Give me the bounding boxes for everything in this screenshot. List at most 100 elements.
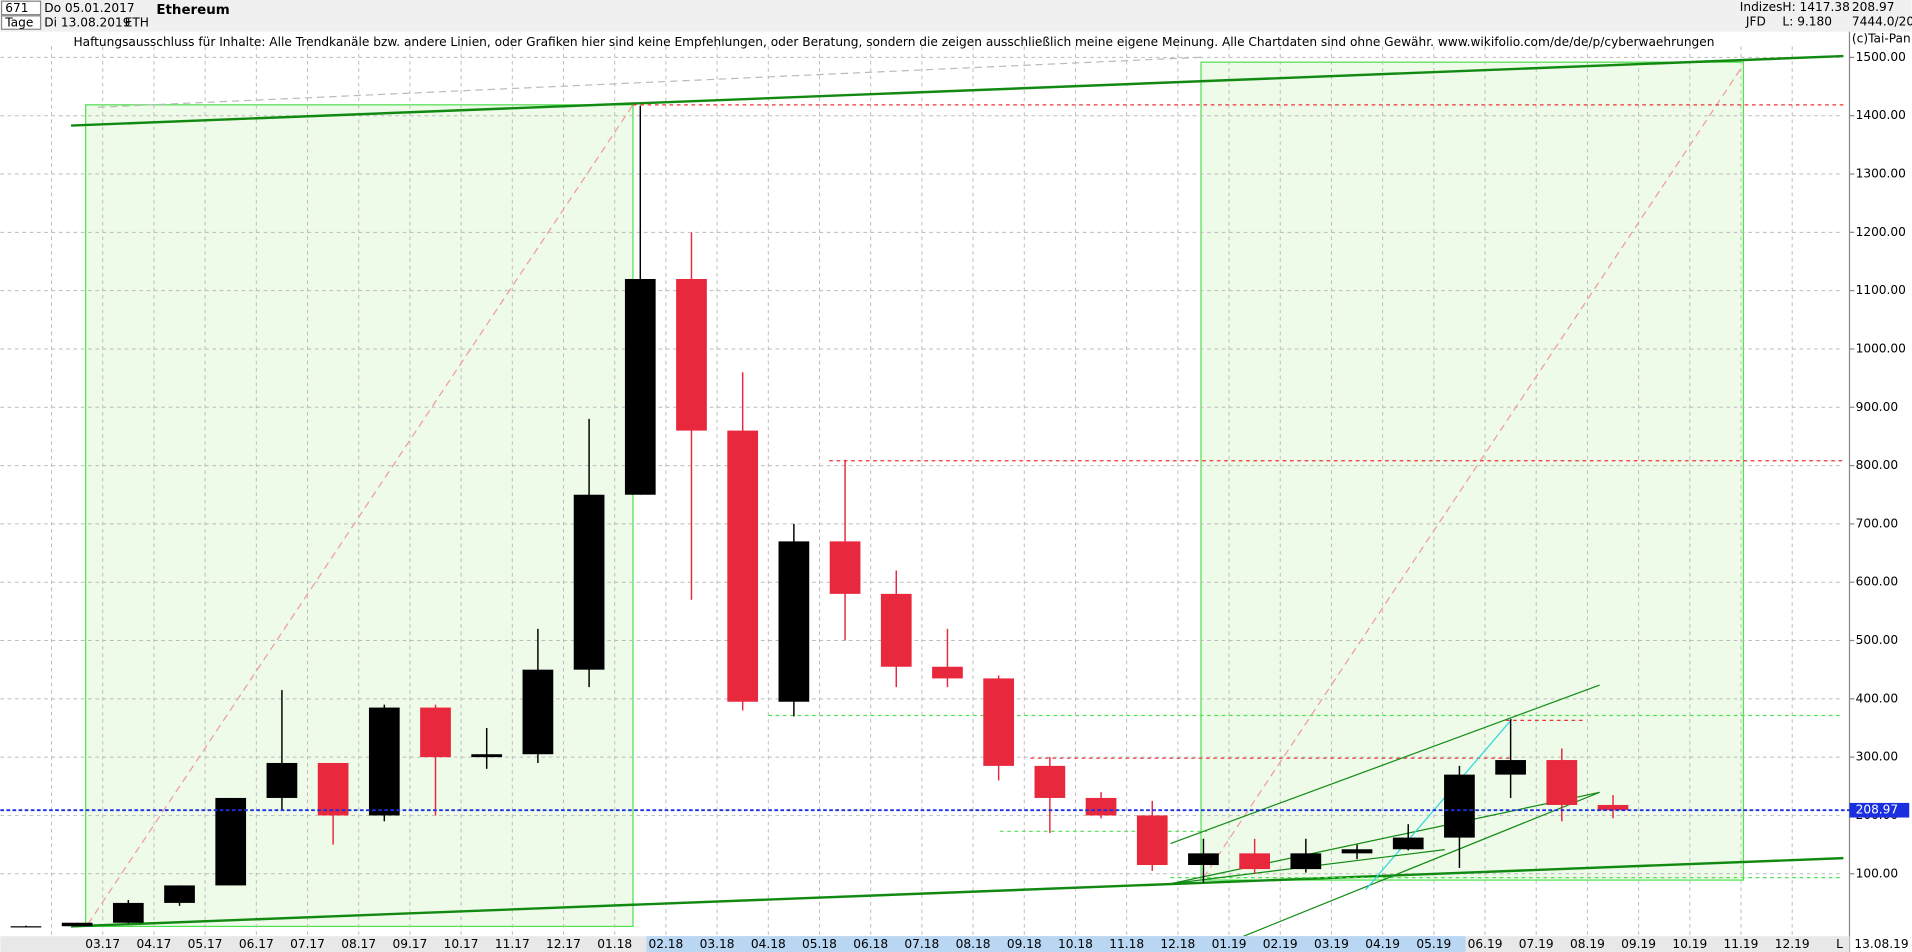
count-box[interactable]: [0, 0, 42, 16]
symbol: ETH: [125, 16, 149, 30]
y-tick-label: 300.00: [1856, 750, 1899, 764]
candle-body: [266, 762, 298, 798]
range-box: [1200, 61, 1745, 881]
y-tick-label: 1000.00: [1856, 341, 1906, 355]
x-tick-label: 07.18: [904, 937, 939, 951]
x-tick-label: 06.17: [239, 937, 274, 951]
channel-line: [1243, 791, 1600, 937]
candle-body: [932, 666, 963, 679]
candle-body: [1495, 760, 1526, 775]
y-tick-label: 600.00: [1856, 575, 1899, 589]
candle-body: [727, 430, 759, 702]
x-tick-label: 02.18: [648, 937, 683, 951]
x-tick-label: 08.18: [956, 937, 991, 951]
x-tick-label: 11.17: [495, 937, 530, 951]
x-tick-label: 04.18: [751, 937, 786, 951]
candle-body: [1239, 853, 1271, 870]
period: Tage: [4, 16, 33, 30]
last-date: 13.08.19: [1854, 937, 1908, 951]
x-tick-label: 11.19: [1724, 937, 1759, 951]
period-box[interactable]: [0, 15, 42, 30]
candle-body: [420, 707, 451, 758]
x-tick-label: 09.19: [1621, 937, 1656, 951]
index-label: Indizes: [1740, 0, 1783, 14]
last-price: 208.97: [1852, 0, 1895, 14]
y-tick-label: 1200.00: [1856, 225, 1906, 239]
low: L: 9.180: [1782, 14, 1832, 28]
last-price-box: [1849, 802, 1910, 818]
y-tick-label: 700.00: [1856, 516, 1899, 530]
x-axis-selection[interactable]: [646, 936, 1466, 952]
candle-body: [1188, 853, 1219, 866]
x-tick-label: 02.19: [1263, 937, 1298, 951]
candle-body: [164, 885, 195, 903]
candle-body: [1597, 804, 1629, 811]
channel-line: [1170, 684, 1600, 845]
x-tick-label: 10.17: [444, 937, 479, 951]
x-axis: 03.17 04.17 05.17 06.17 07.17 08.17 09.17 10.17…: [85, 937, 1809, 951]
x-tick-label: 01.19: [1212, 937, 1247, 951]
y-tick-label: 400.00: [1856, 691, 1899, 705]
trend-line: [87, 104, 634, 925]
x-tick-label: 07.19: [1519, 937, 1554, 951]
x-tick-label: 04.17: [137, 937, 172, 951]
x-tick-label: 11.18: [1109, 937, 1144, 951]
candle-body: [1392, 837, 1424, 850]
candle-body: [1136, 815, 1168, 866]
candle-body: [10, 926, 42, 928]
candle-body: [368, 707, 400, 816]
trend-line: [1202, 64, 1744, 878]
candle-body: [778, 541, 810, 702]
x-tick-label: 08.17: [341, 937, 376, 951]
candle-body: [61, 922, 93, 927]
x-tick-label: 05.18: [802, 937, 837, 951]
x-tick-label: 03.17: [85, 937, 120, 951]
candle-body: [471, 754, 503, 758]
x-tick-label: 04.19: [1365, 937, 1400, 951]
y-tick-label: 1500.00: [1856, 50, 1906, 64]
count: 671: [5, 1, 28, 15]
x-tick-label: 09.17: [392, 937, 427, 951]
x-tick-label: 03.19: [1314, 937, 1349, 951]
header-bar: [0, 0, 1912, 32]
x-tick-label: 12.19: [1775, 937, 1810, 951]
candle-body: [624, 278, 656, 495]
scale-mode: L: [1836, 937, 1843, 951]
candle-body: [1444, 774, 1475, 838]
x-tick-label: 12.18: [1160, 937, 1195, 951]
candle-body: [983, 678, 1015, 766]
trend-line: [70, 54, 1844, 127]
chart-title: Ethereum: [156, 3, 229, 18]
candle-body: [1341, 849, 1373, 854]
x-tick-label: 12.17: [546, 937, 581, 951]
y-tick-label: 1300.00: [1856, 167, 1906, 181]
x-tick-label: 03.18: [700, 937, 735, 951]
candle-body: [676, 278, 707, 431]
candle-body: [1085, 797, 1117, 816]
candles: [10, 105, 1629, 928]
start-date: Do 05.01.2017: [44, 1, 134, 15]
x-tick-label: 05.19: [1416, 937, 1451, 951]
last-price-label: 208.97: [1856, 803, 1899, 817]
y-tick-label: 500.00: [1856, 633, 1899, 647]
x-tick-label: 06.18: [853, 937, 888, 951]
candle-body: [522, 669, 554, 755]
disclaimer: Haftungsausschluss für Inhalte: Alle Tre…: [73, 35, 1714, 49]
y-tick-label: 800.00: [1856, 458, 1899, 472]
y-tick-label: 900.00: [1856, 400, 1899, 414]
x-tick-label: 09.18: [1007, 937, 1042, 951]
channel-line: [1365, 718, 1513, 891]
x-tick-label: 05.17: [188, 937, 223, 951]
high: H: 1417.38: [1782, 0, 1849, 14]
y-tick-label: 1400.00: [1856, 108, 1906, 122]
broker: JFD: [1745, 14, 1766, 28]
x-tick-label: 06.19: [1468, 937, 1503, 951]
y-tick-label: 100.00: [1856, 866, 1899, 880]
trend-line: [70, 856, 1844, 928]
copyright: (c)Tai-Pan: [1852, 32, 1911, 46]
end-date: Di 13.08.2019: [44, 16, 130, 30]
x-tick-label: 10.19: [1672, 937, 1707, 951]
candle-body: [1546, 760, 1578, 805]
volume: 7444.0/20: [1852, 14, 1912, 28]
